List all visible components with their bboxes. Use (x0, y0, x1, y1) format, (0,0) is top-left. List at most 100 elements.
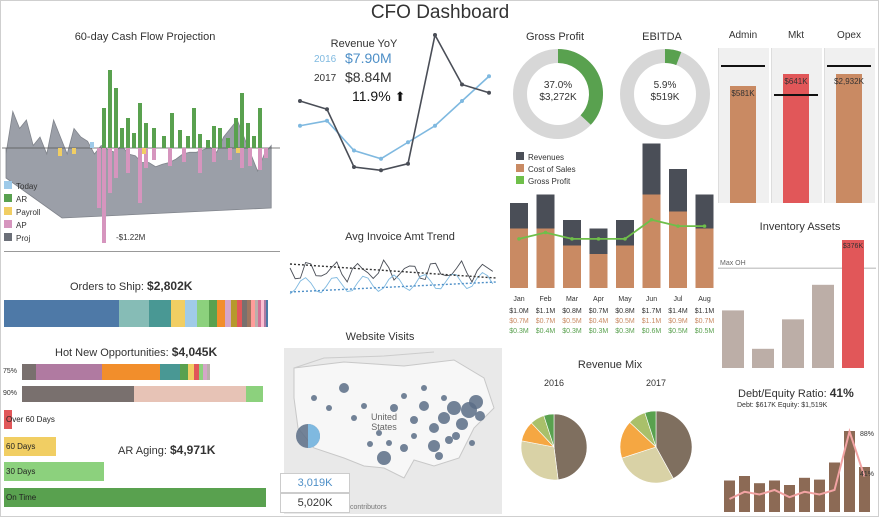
gross-profit-donut[interactable] (510, 46, 606, 142)
ap-bar (126, 148, 130, 173)
financials-data-label: $1.4M (668, 308, 688, 315)
month-tick-label: Feb (539, 296, 551, 303)
ap-bar (102, 148, 106, 243)
legend-gross-profit: Gross Profit (516, 176, 576, 188)
opex-column-header: Opex (837, 30, 861, 41)
visit-bubble (339, 383, 349, 393)
visit-bubble-highlight (308, 424, 320, 448)
opex-panel: Admin $581K Mkt $641K Opex $2,932K (718, 28, 876, 203)
ar-aging-bar[interactable] (4, 488, 266, 507)
map-attribution: contributors (350, 504, 387, 511)
ebitda-donut[interactable] (617, 46, 713, 142)
ar-aging-bucket-label: Over 60 Days (6, 415, 55, 424)
gross-profit-center: 37.0% $3,272K (539, 80, 577, 103)
financials-chart[interactable]: Jan $1.0M $0.7M $0.3M Feb $1.1M $0.7M $0.4M Mar $… (505, 140, 715, 340)
visit-bubble (411, 433, 417, 439)
ap-bar (198, 148, 202, 173)
page-title: CFO Dashboard (370, 2, 510, 23)
financials-data-label: $1.1M (695, 308, 715, 315)
cost-of-sales-bar (589, 254, 608, 288)
financials-data-label: $0.7M (589, 308, 609, 315)
financials-data-label: $0.7M (695, 318, 715, 325)
visit-bubble (435, 452, 443, 460)
opex-bar[interactable] (783, 74, 809, 203)
yoy-point (487, 74, 491, 79)
inventory-chart[interactable]: Max OH $376K (718, 236, 876, 372)
yoy-point (460, 82, 464, 87)
visit-bubble (386, 440, 392, 446)
orders-segment (261, 300, 264, 327)
debt-bar (754, 483, 765, 512)
ar-bar (246, 123, 250, 148)
opex-value-label: $2,932K (834, 77, 864, 86)
legend-revenues: Revenues (516, 152, 576, 164)
revenue-bar (616, 220, 634, 246)
ar-bar (198, 134, 202, 148)
ar-aging-bar[interactable] (4, 437, 57, 456)
orders-segment (217, 300, 225, 327)
ar-aging-bar[interactable] (4, 410, 12, 429)
revenue-mix-chart[interactable]: 2016 2017 (510, 372, 710, 512)
ap-bar (258, 148, 262, 170)
financials-data-label: $1.7M (642, 308, 662, 315)
revenue-2016-value: $7.90M (345, 50, 392, 66)
gross-profit-line (518, 218, 705, 240)
ar-aging-chart[interactable]: Over 60 Days 60 Days 30 Days On Time (4, 410, 266, 510)
pie-year-label: 2017 (646, 378, 666, 388)
cashflow-chart[interactable] (2, 50, 280, 250)
cost-of-sales-bar (669, 211, 687, 288)
yoy-point (433, 123, 437, 128)
legend-item-proj: Proj (4, 232, 40, 245)
debt-bar (859, 467, 870, 512)
visit-bubble (475, 411, 485, 421)
orders-to-ship-bar[interactable] (4, 300, 268, 327)
revenue-bar (642, 143, 661, 195)
debt-bar (739, 476, 750, 512)
opex-value-label: $641K (784, 77, 808, 86)
cost-of-sales-bar (563, 245, 581, 288)
visit-bubble (445, 436, 453, 444)
opex-column-header: Admin (728, 30, 758, 41)
ar-bar (206, 140, 210, 148)
ap-bar (168, 148, 172, 166)
visits-kpi-prior: 5,020K (280, 493, 350, 513)
up-arrow-icon: ⬆ (394, 89, 406, 104)
hot-opps-label: Hot New Opportunities: $4,045K (55, 345, 218, 359)
revenue-bar (536, 194, 555, 229)
yoy-point (352, 148, 356, 153)
cost-of-sales-bar (510, 228, 528, 288)
financials-data-label: $0.9M (668, 318, 688, 325)
inventory-bar (842, 240, 864, 368)
opps-75-segment (207, 364, 210, 380)
debt-equity-ratio: 41% (829, 386, 854, 400)
debt-equity-chart[interactable]: 88% 41% (718, 410, 876, 514)
cashflow-min-label: -$1.22M (116, 233, 146, 242)
opex-bar[interactable] (836, 74, 862, 203)
yoy-point (298, 99, 302, 103)
ar-bar (126, 118, 130, 148)
avg-invoice-chart[interactable] (286, 248, 500, 310)
ap-bar (240, 148, 244, 168)
payroll-bar (142, 148, 146, 154)
orders-segment (266, 300, 268, 327)
opex-value-label: $581K (731, 89, 755, 98)
ar-aging-bar[interactable] (4, 462, 104, 481)
opex-bar[interactable] (730, 86, 756, 203)
yoy-point (460, 99, 464, 103)
yoy-point (352, 165, 356, 169)
map-country-label: United States (370, 412, 397, 432)
invoice-trend-2017 (289, 263, 497, 279)
payroll-bar (236, 148, 240, 153)
website-visits-map[interactable] (284, 348, 502, 514)
financials-data-label: $0.3M (615, 328, 635, 335)
orders-segment (119, 300, 149, 327)
orders-segment (231, 300, 237, 327)
financials-data-label: $0.5M (668, 328, 688, 335)
hot-opps-bars[interactable] (22, 364, 272, 404)
ar-bar (102, 108, 106, 148)
max-oh-label: Max OH (720, 260, 746, 267)
ebitda-title: EBITDA (642, 31, 682, 43)
revenue-yoy-chart[interactable] (290, 30, 500, 220)
gross-profit-point (570, 237, 574, 241)
debt-equity-title: Debt/Equity Ratio: 41% (738, 386, 854, 400)
